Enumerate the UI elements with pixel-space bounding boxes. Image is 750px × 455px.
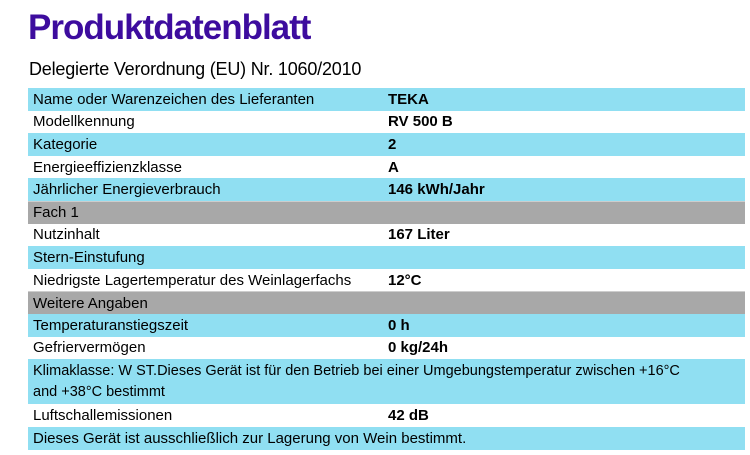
note-label: Dieses Gerät ist ausschließlich zur Lage… xyxy=(33,429,467,447)
row-value: 0 kg/24h xyxy=(388,339,449,357)
table-row: Modellkennung RV 500 B xyxy=(28,111,745,134)
row-value: 42 dB xyxy=(388,407,429,425)
row-value: TEKA xyxy=(388,90,429,108)
row-label: Nutzinhalt xyxy=(33,226,100,244)
page-title: Produktdatenblatt xyxy=(28,8,311,47)
regulation-subtitle: Delegierte Verordnung (EU) Nr. 1060/2010 xyxy=(29,59,362,79)
table-row: Gefriervermögen 0 kg/24h xyxy=(28,337,745,360)
row-label: Modellkennung xyxy=(33,113,135,131)
row-value: 167 Liter xyxy=(388,226,450,244)
row-label: Kategorie xyxy=(33,135,98,153)
note-line: Klimaklasse: W ST.Dieses Gerät ist für d… xyxy=(33,362,680,379)
row-value: 12°C xyxy=(388,271,422,289)
note-line: and +38°C bestimmt xyxy=(33,384,165,401)
row-label: Luftschallemissionen xyxy=(33,407,173,425)
climate-class-note-row: Klimaklasse: W ST.Dieses Gerät ist für d… xyxy=(28,359,745,405)
table-row: Nutzinhalt 167 Liter xyxy=(28,224,745,247)
table-row: Stern-Einstufung xyxy=(28,246,745,269)
row-label: Niedrigste Lagertemperatur des Weinlager… xyxy=(33,271,352,289)
table-row: Temperaturanstiegszeit 0 h xyxy=(28,313,745,337)
section-label: Weitere Angaben xyxy=(33,294,148,312)
table-row: Name oder Warenzeichen des Lieferanten T… xyxy=(28,88,745,111)
row-label: Jährlicher Energieverbrauch xyxy=(33,181,221,199)
section-label: Fach 1 xyxy=(33,204,79,222)
row-value: 2 xyxy=(388,135,397,153)
row-value: A xyxy=(388,158,399,176)
wine-storage-note-row: Dieses Gerät ist ausschließlich zur Lage… xyxy=(28,426,745,450)
table-row: Energieeffizienzklasse A xyxy=(28,156,745,179)
product-data-table: Name oder Warenzeichen des Lieferanten T… xyxy=(28,88,745,450)
row-value: 0 h xyxy=(388,316,410,334)
row-label: Gefriervermögen xyxy=(33,339,146,357)
row-label: Stern-Einstufung xyxy=(33,248,145,266)
row-label: Temperaturanstiegszeit xyxy=(33,316,189,334)
row-label: Energieeffizienzklasse xyxy=(33,158,182,176)
table-row: Jährlicher Energieverbrauch 146 kWh/Jahr xyxy=(28,178,745,201)
section-header-row: Weitere Angaben xyxy=(28,291,745,314)
table-row: Kategorie 2 xyxy=(28,133,745,156)
row-value: RV 500 B xyxy=(388,113,453,131)
section-header-row: Fach 1 xyxy=(28,200,745,224)
table-row: Luftschallemissionen 42 dB xyxy=(28,404,745,427)
table-row: Niedrigste Lagertemperatur des Weinlager… xyxy=(28,269,745,292)
row-label: Name oder Warenzeichen des Lieferanten xyxy=(33,90,315,108)
row-value: 146 kWh/Jahr xyxy=(388,181,485,199)
